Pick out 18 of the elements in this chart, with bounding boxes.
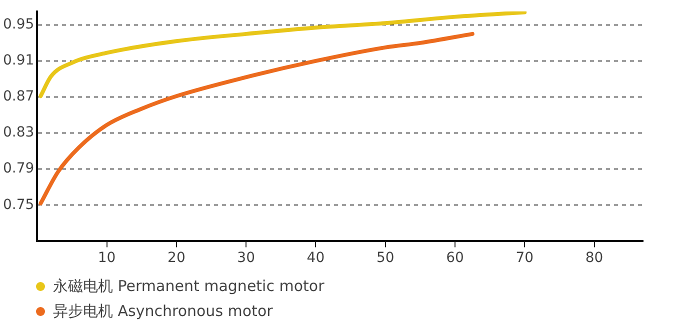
x-tick-label: 20 xyxy=(168,250,186,266)
y-tick-label: 0.83 xyxy=(3,124,34,141)
y-tick-label: 0.87 xyxy=(3,88,34,105)
x-tick-label: 40 xyxy=(306,250,325,266)
y-tick-label: 0.95 xyxy=(3,16,34,33)
line-series xyxy=(38,32,474,206)
x-tick-label: 70 xyxy=(516,250,534,266)
x-tick-label: 50 xyxy=(376,250,394,266)
x-tick-label: 10 xyxy=(98,250,116,266)
legend-label: 异步电机 Asynchronous motor xyxy=(53,302,273,321)
x-tick-label: 60 xyxy=(446,250,464,266)
y-tick-label: 0.91 xyxy=(3,52,34,69)
x-tick-label: 30 xyxy=(237,250,255,266)
line-series xyxy=(38,11,527,98)
y-tick-label: 0.75 xyxy=(3,196,34,213)
y-tick-label: 0.79 xyxy=(3,160,34,177)
x-tick-label: 80 xyxy=(585,250,604,266)
legend-label: 永磁电机 Permanent magnetic motor xyxy=(53,277,324,296)
